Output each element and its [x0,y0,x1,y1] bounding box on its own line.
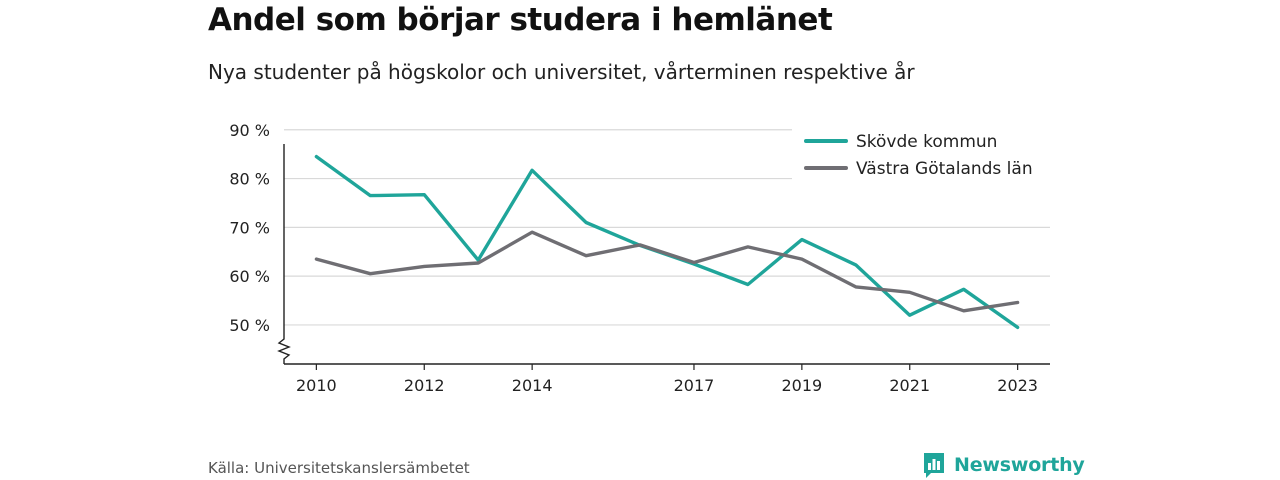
y-tick-label: 60 % [229,267,270,286]
brand-name: Newsworthy [954,454,1085,476]
y-axis-break [277,144,291,364]
series-line-vastra-gotaland [314,230,1020,313]
x-tick-label: 2014 [512,376,553,395]
x-tick-label: 2012 [404,376,445,395]
brand-logo: Newsworthy [922,450,1085,480]
legend: Skövde kommun Västra Götalands län [792,128,1050,186]
chart-title: Andel som börjar studera i hemlänet [208,2,833,38]
x-tick-label: 2010 [296,376,337,395]
source-note: Källa: Universitetskanslersämbetet [208,459,470,477]
x-tick-label: 2019 [781,376,822,395]
x-tick-label: 2021 [889,376,930,395]
y-tick-label: 50 % [229,316,270,335]
y-tick-label: 80 % [229,170,270,189]
x-tick-label: 2017 [674,376,715,395]
legend-label: Västra Götalands län [856,159,1033,179]
legend-label: Skövde kommun [856,132,997,152]
y-tick-label: 70 % [229,218,270,237]
y-axis: 50 % 60 % 70 % 80 % 90 % [229,121,270,335]
newsworthy-logo-icon [924,453,944,478]
series-lines [314,154,1020,330]
y-tick-label: 90 % [229,121,270,140]
x-tick-label: 2023 [997,376,1038,395]
x-axis: 2010 2012 2014 2017 2019 2021 2023 [277,144,1050,395]
legend-background [792,128,1050,186]
chart-subtitle: Nya studenter på högskolor och universit… [208,60,915,84]
